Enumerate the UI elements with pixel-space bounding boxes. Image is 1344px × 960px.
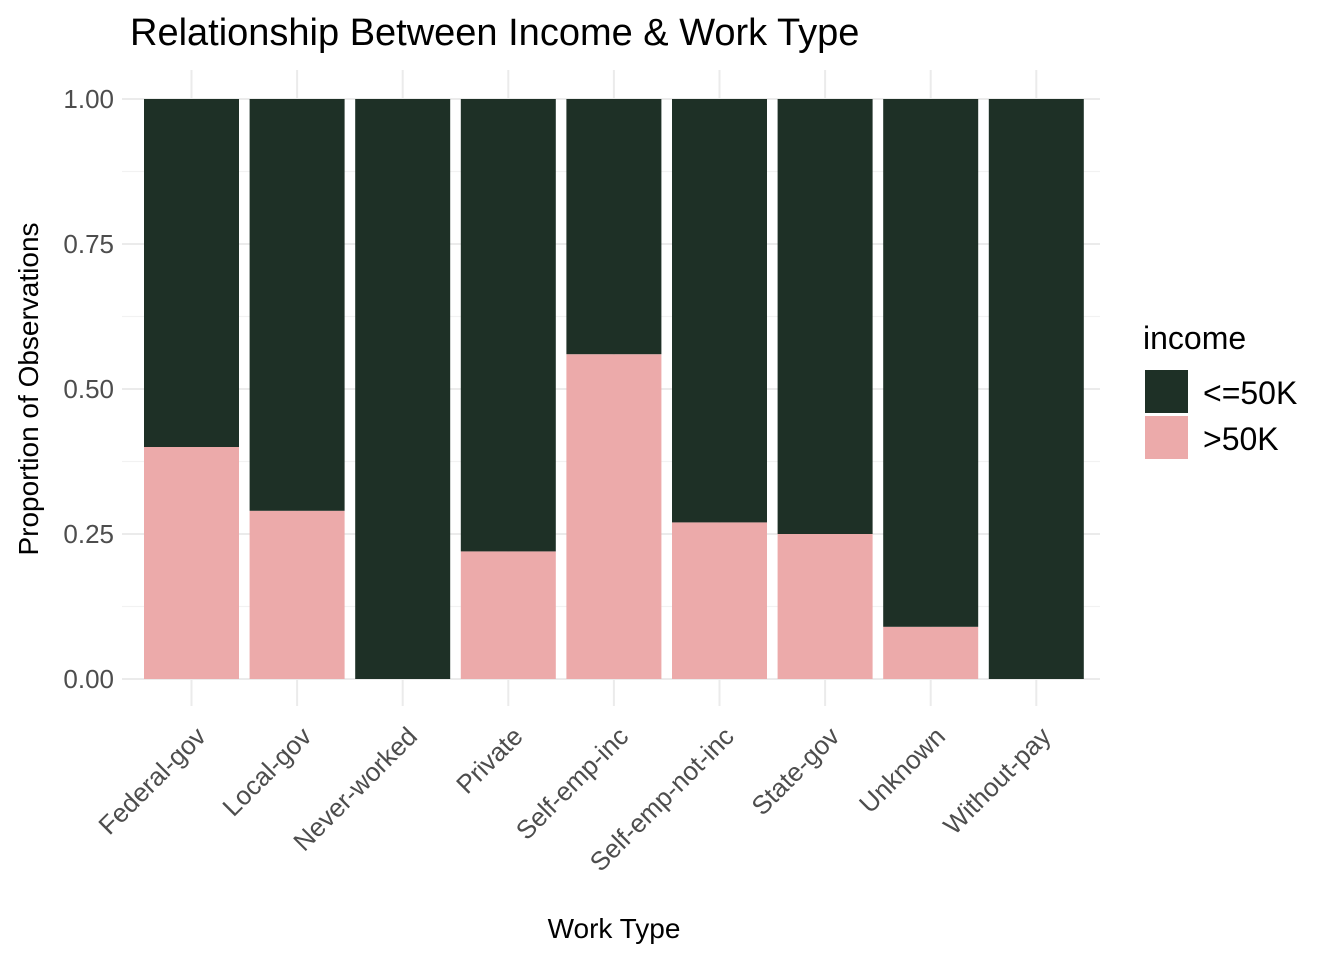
- y-tick-label: 0.00: [63, 664, 114, 694]
- legend-label: <=50K: [1203, 375, 1297, 411]
- x-tick-label: Without-pay: [937, 721, 1056, 840]
- legend-label: >50K: [1203, 421, 1279, 457]
- bar-state-gov-lte-50k: [777, 99, 873, 534]
- bar-local-gov-gt-50k: [249, 510, 345, 679]
- y-tick-label: 1.00: [63, 84, 114, 114]
- bar-unknown-gt-50k: [883, 626, 979, 679]
- bar-self-emp-not-inc-lte-50k: [672, 99, 767, 523]
- legend-key: [1145, 416, 1188, 459]
- legend-entries: <=50K >50K: [1145, 370, 1297, 459]
- bar-federal-gov-gt-50k: [144, 447, 239, 679]
- legend-key: [1145, 370, 1188, 413]
- x-tick-label: Federal-gov: [92, 721, 211, 840]
- bar-self-emp-inc-lte-50k: [566, 99, 662, 355]
- bar-state-gov-gt-50k: [777, 534, 873, 679]
- bar-self-emp-inc-gt-50k: [566, 354, 662, 679]
- bar-private-gt-50k: [460, 551, 556, 679]
- x-tick-label: Unknown: [853, 721, 951, 819]
- y-tick-label: 0.75: [63, 229, 114, 259]
- bar-self-emp-not-inc-gt-50k: [672, 522, 767, 679]
- bar-private-lte-50k: [460, 99, 556, 552]
- bar-without-pay-lte-50k: [988, 99, 1084, 679]
- bar-local-gov-lte-50k: [249, 99, 345, 511]
- legend: income <=50K >50K: [1143, 320, 1297, 459]
- bars: [144, 99, 1084, 679]
- y-axis-ticks: 0.00 0.25 0.50 0.75 1.00: [63, 84, 114, 694]
- bar-federal-gov-lte-50k: [144, 99, 239, 447]
- y-axis-title: Proportion of Observations: [13, 222, 44, 555]
- x-tick-label: Private: [450, 721, 528, 799]
- chart-title: Relationship Between Income & Work Type: [130, 12, 859, 54]
- bar-unknown-lte-50k: [883, 99, 979, 627]
- y-tick-label: 0.50: [63, 374, 114, 404]
- bar-never-worked-lte-50k: [355, 99, 451, 679]
- y-tick-label: 0.25: [63, 519, 114, 549]
- x-tick-label: Local-gov: [216, 721, 317, 822]
- x-axis-title: Work Type: [548, 913, 681, 944]
- x-tick-label: State-gov: [745, 721, 845, 821]
- legend-title: income: [1143, 320, 1246, 356]
